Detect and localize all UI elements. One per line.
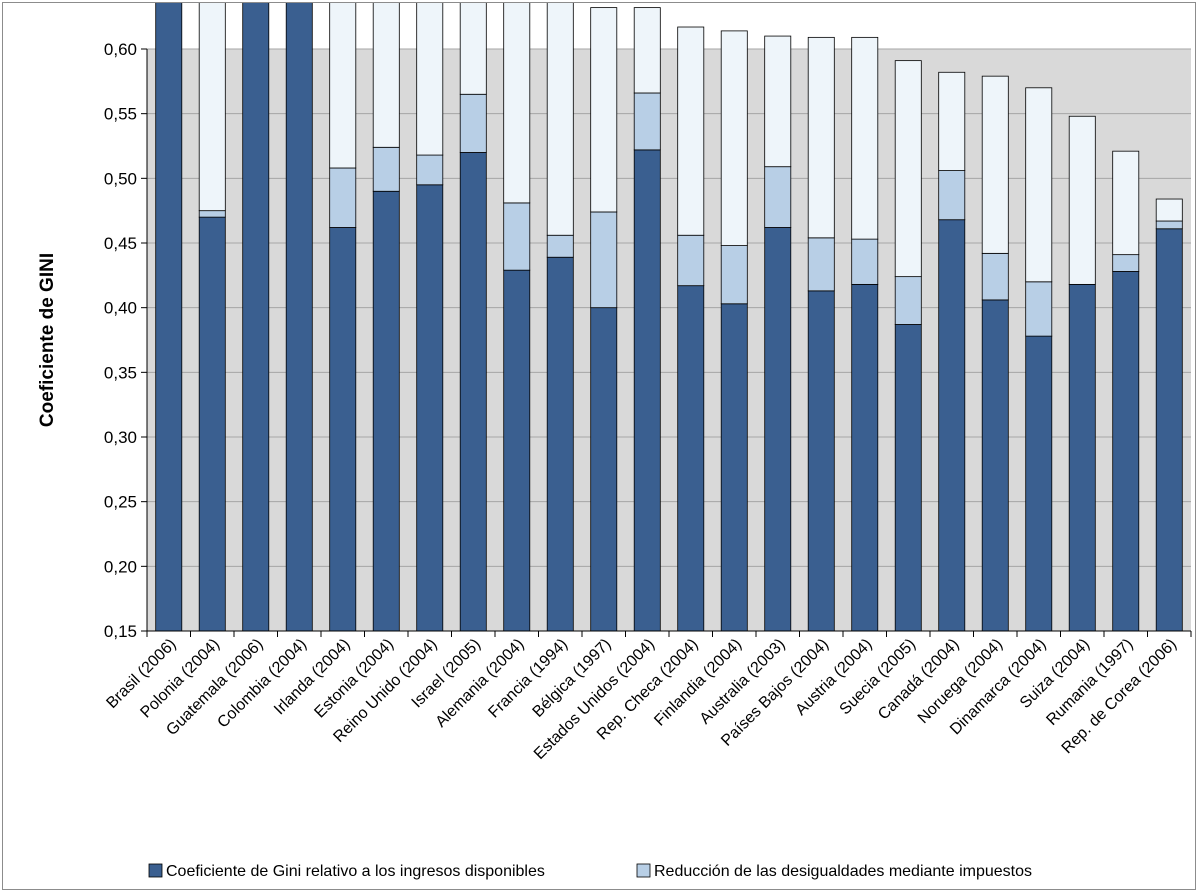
bar-segment-series-2 — [1112, 254, 1140, 272]
gridlines — [147, 48, 1191, 632]
bar-segment-series-2 — [981, 252, 1009, 301]
bar-segment-series-1 — [329, 227, 357, 632]
y-axis: 0,15 0,20 0,25 0,30 0,35 0,40 0,45 0,50 0,55 0,60 — [104, 40, 148, 641]
bar-segment-series-1 — [938, 219, 966, 632]
bar-segment-series-1 — [372, 190, 400, 632]
bar-segment-series-3 — [633, 7, 661, 94]
bar-segment-series-1 — [720, 303, 748, 632]
bar-segment-series-2 — [851, 238, 879, 285]
bar-segment-series-2 — [633, 92, 661, 151]
bar-segment-series-3 — [503, 0, 531, 204]
bar-segment-series-3 — [1068, 115, 1096, 285]
bar-segment-series-3 — [416, 0, 444, 156]
bar-segment-series-2 — [329, 167, 357, 228]
bar-segment-series-2 — [1155, 220, 1183, 230]
bar-segment-series-1 — [981, 299, 1009, 632]
legend-label: Reducción de las desigualdades mediante … — [654, 863, 1032, 880]
x-axis: Brasil (2006)Polonia (2004)Guatemala (20… — [103, 630, 1192, 763]
bar-segment-series-1 — [546, 256, 574, 632]
bar-segment-series-1 — [764, 227, 792, 632]
bar-segment-series-1 — [503, 269, 531, 632]
bar-segment-series-1 — [155, 2, 183, 632]
bar-segment-series-2 — [807, 237, 835, 292]
x-tick-label: Francia (1994) — [485, 636, 571, 722]
bar-segment-series-3 — [590, 7, 618, 213]
bar-segment-series-2 — [894, 276, 922, 325]
bar-segment-series-1 — [1112, 271, 1140, 632]
y-tick-label: 0,60 — [104, 40, 137, 59]
y-tick-label: 0,55 — [104, 105, 137, 124]
bar-segment-series-1 — [198, 216, 226, 632]
x-tick-label: Austria (2004) — [792, 636, 875, 719]
bar-segment-series-3 — [894, 60, 922, 278]
bar-segment-series-1 — [1025, 335, 1053, 632]
y-tick-label: 0,45 — [104, 234, 137, 253]
y-tick-label: 0,40 — [104, 299, 137, 318]
bar-segment-series-1 — [459, 152, 487, 632]
bar-segment-series-3 — [1025, 87, 1053, 283]
legend-swatch — [636, 863, 651, 878]
bar-segment-series-3 — [459, 0, 487, 95]
bar-segment-series-1 — [894, 324, 922, 632]
bar-segment-series-1 — [1155, 228, 1183, 632]
bar-segment-series-2 — [764, 166, 792, 228]
y-tick-label: 0,20 — [104, 557, 137, 576]
bar-segment-series-2 — [459, 93, 487, 153]
y-tick-label: 0,30 — [104, 428, 137, 447]
bar-segment-series-3 — [677, 26, 705, 236]
bar-segment-series-2 — [416, 154, 444, 186]
bar-segment-series-2 — [198, 210, 226, 218]
y-tick-label: 0,15 — [104, 622, 137, 641]
legend-label: Coeficiente de Gini relativo a los ingre… — [166, 863, 545, 880]
bar-segment-series-2 — [938, 170, 966, 221]
bar-segment-series-2 — [590, 211, 618, 309]
bar-segment-series-1 — [851, 283, 879, 632]
y-axis-title: Coeficiente de GINI — [37, 253, 58, 427]
bar-segment-series-3 — [807, 36, 835, 239]
x-tick-label: Polonia (2004) — [137, 636, 223, 722]
y-tick-label: 0,50 — [104, 169, 137, 188]
bar-segment-series-2 — [1025, 281, 1053, 337]
bar-segment-series-2 — [372, 146, 400, 192]
bar-segment-series-3 — [851, 36, 879, 240]
bar-segment-series-2 — [546, 234, 574, 258]
bar-segment-series-3 — [546, 2, 574, 236]
gini-bar-chart: 0,15 0,20 0,25 0,30 0,35 0,40 0,45 0,50 0,55 0,60… — [37, 0, 1192, 880]
bar-segment-series-1 — [807, 290, 835, 632]
bar-segment-series-3 — [372, 0, 400, 148]
bar-segment-series-1 — [285, 0, 313, 632]
bar-segment-series-2 — [503, 202, 531, 271]
bar-segment-series-3 — [938, 71, 966, 171]
bar-segment-series-3 — [1155, 198, 1183, 222]
bar-segment-series-1 — [590, 307, 618, 632]
bar-segment-series-1 — [1068, 283, 1096, 632]
bars — [155, 0, 1183, 632]
bar-segment-series-2 — [677, 234, 705, 287]
bar-segment-series-1 — [633, 149, 661, 632]
plot-area — [147, 49, 1191, 631]
bar-segment-series-3 — [1112, 150, 1140, 256]
bar-segment-series-1 — [242, 0, 270, 632]
bar-segment-series-2 — [720, 245, 748, 305]
x-tick-label: Estonia (2004) — [311, 636, 397, 722]
bar-segment-series-3 — [198, 0, 226, 212]
x-tick-label: Irlanda (2004) — [271, 636, 353, 718]
bar-segment-series-3 — [981, 75, 1009, 254]
legend-swatch — [148, 863, 163, 878]
bar-segment-series-1 — [416, 184, 444, 632]
x-tick-label: Suecia (2005) — [837, 636, 919, 718]
bar-segment-series-3 — [764, 35, 792, 168]
bar-segment-series-3 — [329, 0, 357, 169]
y-tick-label: 0,35 — [104, 363, 137, 382]
x-tick-label: Bélgica (1997) — [530, 636, 615, 721]
y-tick-label: 0,25 — [104, 493, 137, 512]
bar-segment-series-1 — [677, 285, 705, 632]
legend: Coeficiente de Gini relativo a los ingre… — [148, 863, 1032, 880]
bar-segment-series-3 — [720, 30, 748, 246]
